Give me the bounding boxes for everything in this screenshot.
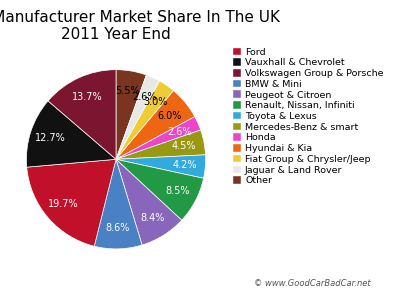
Wedge shape (26, 101, 116, 167)
Text: © www.GoodCarBadCar.net: © www.GoodCarBadCar.net (254, 279, 370, 288)
Text: 6.0%: 6.0% (157, 111, 182, 121)
Wedge shape (116, 159, 204, 220)
Text: 8.6%: 8.6% (106, 223, 130, 233)
Wedge shape (116, 159, 182, 245)
Wedge shape (116, 91, 195, 159)
Text: 8.4%: 8.4% (140, 213, 165, 223)
Text: 12.7%: 12.7% (35, 133, 66, 143)
Text: 8.5%: 8.5% (165, 186, 190, 196)
Text: 5.5%: 5.5% (116, 86, 140, 96)
Wedge shape (116, 81, 174, 159)
Wedge shape (116, 155, 206, 178)
Wedge shape (116, 70, 146, 159)
Text: 3.0%: 3.0% (143, 97, 167, 107)
Text: 13.7%: 13.7% (72, 92, 102, 101)
Text: 2.6%: 2.6% (167, 127, 191, 137)
Wedge shape (116, 130, 206, 159)
Title: Auto Manufacturer Market Share In The UK
2011 Year End: Auto Manufacturer Market Share In The UK… (0, 9, 280, 42)
Legend: Ford, Vauxhall & Chevrolet, Volkswagen Group & Porsche, BMW & Mini, Peugeot & Ci: Ford, Vauxhall & Chevrolet, Volkswagen G… (233, 47, 384, 186)
Text: 4.5%: 4.5% (172, 141, 196, 151)
Wedge shape (116, 117, 201, 159)
Text: 19.7%: 19.7% (48, 199, 79, 209)
Text: 4.2%: 4.2% (172, 160, 197, 170)
Wedge shape (94, 159, 142, 249)
Wedge shape (27, 159, 116, 246)
Wedge shape (116, 75, 160, 159)
Wedge shape (48, 70, 116, 159)
Text: 2.6%: 2.6% (132, 91, 157, 101)
